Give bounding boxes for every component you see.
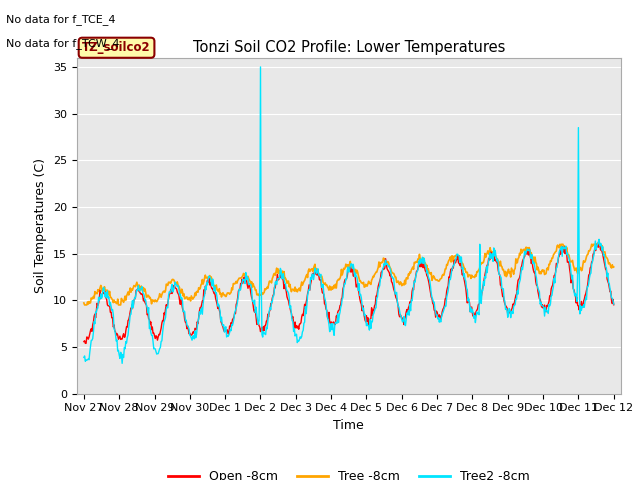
Text: No data for f_TCW_4: No data for f_TCW_4: [6, 38, 120, 49]
Legend: Open -8cm, Tree -8cm, Tree2 -8cm: Open -8cm, Tree -8cm, Tree2 -8cm: [163, 465, 535, 480]
Text: No data for f_TCE_4: No data for f_TCE_4: [6, 14, 116, 25]
X-axis label: Time: Time: [333, 419, 364, 432]
Title: Tonzi Soil CO2 Profile: Lower Temperatures: Tonzi Soil CO2 Profile: Lower Temperatur…: [193, 40, 505, 55]
Text: TZ_soilco2: TZ_soilco2: [82, 41, 151, 54]
Y-axis label: Soil Temperatures (C): Soil Temperatures (C): [35, 158, 47, 293]
